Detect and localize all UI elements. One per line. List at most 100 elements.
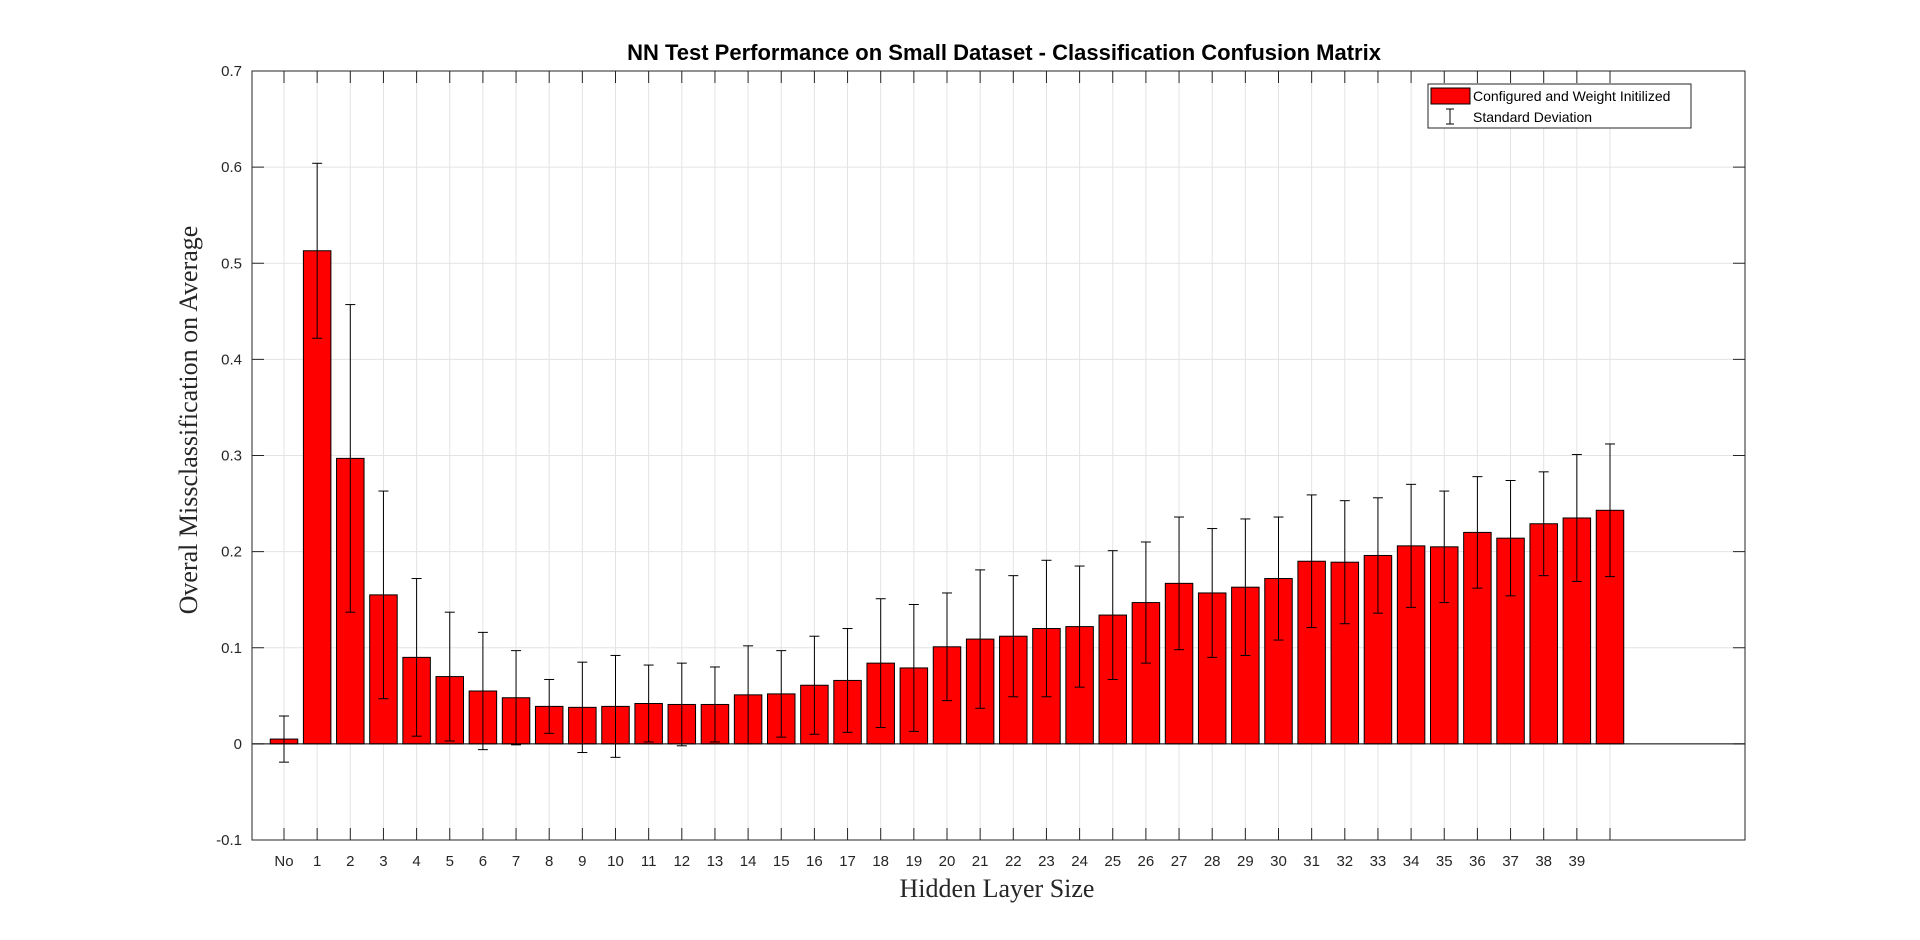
x-tick-label: 10 <box>607 853 624 870</box>
x-tick-label: 9 <box>578 853 586 870</box>
plot-frame <box>251 70 1746 841</box>
x-tick-label: 34 <box>1403 853 1420 870</box>
x-tick-label: 8 <box>545 853 553 870</box>
y-tick-label: 0.4 <box>221 351 242 368</box>
error-bar <box>1174 516 1185 651</box>
x-tick-label: 11 <box>641 853 657 870</box>
x-tick-label: 37 <box>1502 853 1519 870</box>
x-tick-label: 17 <box>839 853 856 870</box>
x-tick-label: 5 <box>446 853 454 870</box>
error-bar <box>809 635 820 735</box>
error-bar <box>544 678 555 734</box>
error-bar <box>908 603 919 732</box>
chart-title: NN Test Performance on Small Dataset - C… <box>627 40 1382 65</box>
x-tick-label: 21 <box>972 853 989 870</box>
legend-bar-label: Configured and Weight Initilized <box>1473 88 1670 104</box>
error-bar <box>1306 494 1317 629</box>
x-tick-label: 15 <box>773 853 790 870</box>
x-tick-label: 25 <box>1104 853 1121 870</box>
x-tick-label: 3 <box>379 853 387 870</box>
legend-error-label: Standard Deviation <box>1473 109 1592 125</box>
x-tick-label: 27 <box>1171 853 1188 870</box>
bar <box>1131 602 1161 745</box>
x-tick-label: 20 <box>939 853 956 870</box>
error-bar <box>1207 528 1218 658</box>
error-bars <box>279 162 1615 763</box>
y-axis-label: Overal Missclassification on Average <box>174 226 203 615</box>
y-tick-label: 0.2 <box>221 544 242 561</box>
error-bar <box>444 611 455 742</box>
error-bar <box>1041 559 1052 698</box>
x-tick-label: 30 <box>1270 853 1287 870</box>
x-tick-label: 23 <box>1038 853 1055 870</box>
error-bar <box>1240 518 1251 656</box>
error-bar <box>1406 483 1417 608</box>
x-tick-label: 18 <box>872 853 889 870</box>
x-tick-label: 4 <box>412 853 420 870</box>
bar <box>1430 546 1459 745</box>
error-bar <box>1439 490 1450 604</box>
error-bar <box>279 715 289 763</box>
y-tick-label: 0.3 <box>221 448 242 465</box>
x-tick-label: 32 <box>1336 853 1353 870</box>
x-tick-label: 1 <box>313 853 321 870</box>
y-tick-label: -0.1 <box>216 832 242 849</box>
error-bar <box>776 650 787 738</box>
x-tick-label: 6 <box>479 853 487 870</box>
error-bar <box>1505 479 1516 597</box>
error-bar <box>610 654 621 758</box>
x-tick-label: 26 <box>1138 853 1155 870</box>
y-tick-label: 0.1 <box>221 640 242 657</box>
error-bar <box>1074 565 1085 688</box>
y-tick-label: 0 <box>234 736 242 753</box>
x-tick-label: 36 <box>1469 853 1486 870</box>
y-tick-label: 0.6 <box>221 159 242 176</box>
error-bar <box>411 578 422 737</box>
error-bar <box>975 569 986 709</box>
x-tick-label: 19 <box>906 853 923 870</box>
error-bar <box>345 304 356 613</box>
error-bar <box>1140 541 1151 664</box>
x-tick-label: 28 <box>1204 853 1221 870</box>
x-tick-label: 22 <box>1005 853 1022 870</box>
y-tick-labels: -0.1 0 0.1 0.2 0.3 0.4 0.5 0.6 0.7 <box>216 63 242 849</box>
error-bar <box>1605 443 1615 578</box>
error-bar <box>842 628 853 733</box>
x-tick-label: No <box>274 853 293 870</box>
error-bar <box>1339 500 1350 625</box>
error-bar <box>643 664 654 743</box>
error-bar <box>312 162 323 339</box>
legend: Configured and Weight Initilized Standar… <box>1427 83 1692 129</box>
error-bar <box>378 490 389 700</box>
y-tick-label: 0.5 <box>221 255 242 272</box>
x-tick-label: 39 <box>1569 853 1586 870</box>
error-bar <box>1008 575 1019 698</box>
x-tick-label: 35 <box>1436 853 1453 870</box>
x-tick-label: 7 <box>512 853 520 870</box>
error-bar <box>511 650 522 746</box>
error-bar <box>875 598 886 729</box>
x-tick-label: 14 <box>740 853 757 870</box>
error-bar <box>1472 476 1483 589</box>
legend-error-swatch <box>1446 108 1454 125</box>
x-tick-label: 13 <box>707 853 724 870</box>
error-bar <box>709 666 720 743</box>
x-tick-label: 38 <box>1535 853 1552 870</box>
x-tick-label: 12 <box>673 853 690 870</box>
x-axis-label: Hidden Layer Size <box>900 874 1095 903</box>
legend-box <box>1427 83 1692 129</box>
x-tick-label: 24 <box>1071 853 1088 870</box>
error-bar <box>1273 516 1284 641</box>
error-bar <box>1372 497 1383 614</box>
x-tick-labels: No 1 2 3 4 5 6 7 8 9 10 11 12 13 14 15 16 17 18 19 20 21 22 23 2… <box>274 853 1585 870</box>
error-bar <box>676 662 687 747</box>
error-bar <box>1107 550 1118 680</box>
x-tick-label: 33 <box>1370 853 1387 870</box>
x-tick-label: 29 <box>1237 853 1254 870</box>
error-bar <box>1538 471 1549 577</box>
x-tick-label: 16 <box>806 853 823 870</box>
error-bar <box>577 661 588 754</box>
x-tick-label: 2 <box>346 853 354 870</box>
x-tick-label: 31 <box>1303 853 1320 870</box>
